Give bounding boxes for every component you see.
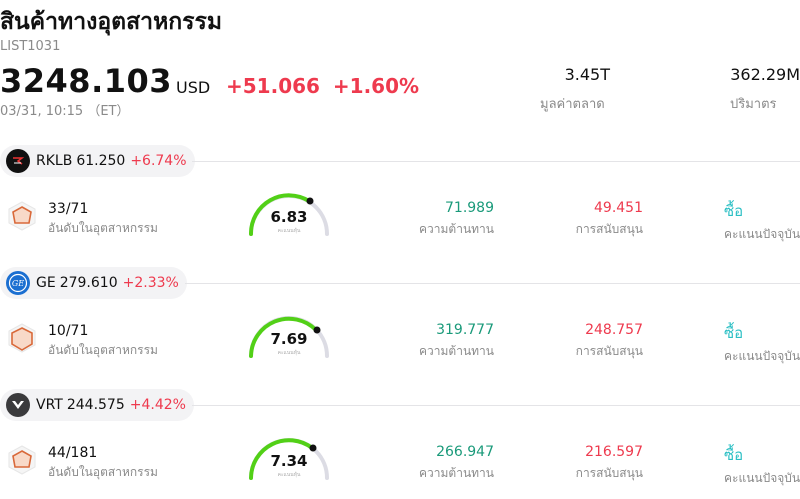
industry-rank: 33/71 <box>48 201 89 217</box>
divider <box>185 283 800 284</box>
industry-rank-label: อันดับในอุตสาหกรรม <box>48 343 158 357</box>
currency-label: USD <box>176 78 211 97</box>
timestamp: 03/31, 10:15 （ET） <box>0 104 130 119</box>
score-gauge <box>249 438 329 480</box>
industry-rank: 10/71 <box>48 323 89 339</box>
score-gauge <box>248 193 329 236</box>
support-label: การสนับสนุน <box>575 466 643 480</box>
resistance-value: 266.947 <box>436 444 494 460</box>
stock-price: 244.575 <box>66 397 125 413</box>
page-title: สินค้าทางอุตสาหกรรม <box>0 9 223 35</box>
change-percent: +1.60% <box>332 74 420 98</box>
score-label: คะแนนหุ้น <box>277 228 301 234</box>
rating-label: คะแนนปัจจุบัน <box>724 349 800 363</box>
stock-change: +4.42% <box>129 397 186 413</box>
stock-ticker: GE <box>36 275 56 291</box>
stock-change: +6.74% <box>130 153 187 169</box>
index-price: 3248.103 <box>0 62 173 100</box>
industry-rank-label: อันดับในอุตสาหกรรม <box>48 465 158 479</box>
rating-label: คะแนนปัจจุบัน <box>724 227 800 241</box>
stock-ticker: VRT <box>36 397 63 413</box>
rklb-logo-icon <box>6 149 30 173</box>
support-value: 216.597 <box>585 444 643 460</box>
score-label: คะแนนหุ้น <box>277 472 301 478</box>
change-value: +51.066 <box>226 74 320 98</box>
svg-text:GE: GE <box>12 279 24 288</box>
stock-change: +2.33% <box>122 275 179 291</box>
score-value: 7.69 <box>270 330 308 348</box>
support-label: การสนับสนุน <box>575 222 643 236</box>
rank-badge-icon <box>8 201 36 231</box>
resistance-value: 71.989 <box>445 200 494 216</box>
score-label: คะแนนหุ้น <box>277 350 301 356</box>
resistance-label: ความต้านทาน <box>419 466 494 480</box>
support-label: การสนับสนุน <box>575 344 643 358</box>
industry-rank: 44/181 <box>48 445 98 461</box>
divider <box>192 405 800 406</box>
resistance-value: 319.777 <box>436 322 494 338</box>
price-change: +51.066 +1.60% <box>226 74 419 98</box>
score-value: 6.83 <box>270 208 308 226</box>
resistance-label: ความต้านทาน <box>419 222 494 236</box>
rank-badge-icon <box>8 323 36 353</box>
divider <box>192 161 800 162</box>
rank-badge-icon <box>8 445 36 475</box>
rating-value: ซื้อ <box>724 324 744 342</box>
score-value: 7.34 <box>270 452 308 470</box>
market-cap-label: มูลค่าตลาด <box>540 97 605 112</box>
index-code: LIST1031 <box>0 39 61 54</box>
volume-label: ปริมาตร <box>730 97 777 112</box>
stock-chip-ge[interactable]: GE GE 279.610 +2.33% <box>0 267 187 299</box>
support-value: 248.757 <box>585 322 643 338</box>
market-cap-value: 3.45T <box>564 65 610 84</box>
ge-logo-icon: GE <box>6 271 30 295</box>
stock-chip-rklb[interactable]: RKLB 61.250 +6.74% <box>0 145 195 177</box>
score-gauge <box>249 316 329 358</box>
industry-rank-label: อันดับในอุตสาหกรรม <box>48 221 158 235</box>
resistance-label: ความต้านทาน <box>419 344 494 358</box>
support-value: 49.451 <box>594 200 643 216</box>
rating-label: คะแนนปัจจุบัน <box>724 471 800 485</box>
stock-price: 61.250 <box>76 153 126 169</box>
volume-value: 362.29M <box>730 65 800 84</box>
vrt-logo-icon <box>6 393 30 417</box>
rating-value: ซื้อ <box>724 446 744 464</box>
stock-ticker: RKLB <box>36 153 73 169</box>
stock-price: 279.610 <box>59 275 118 291</box>
rating-value: ซื้อ <box>724 202 744 220</box>
stock-chip-vrt[interactable]: VRT 244.575 +4.42% <box>0 389 194 421</box>
